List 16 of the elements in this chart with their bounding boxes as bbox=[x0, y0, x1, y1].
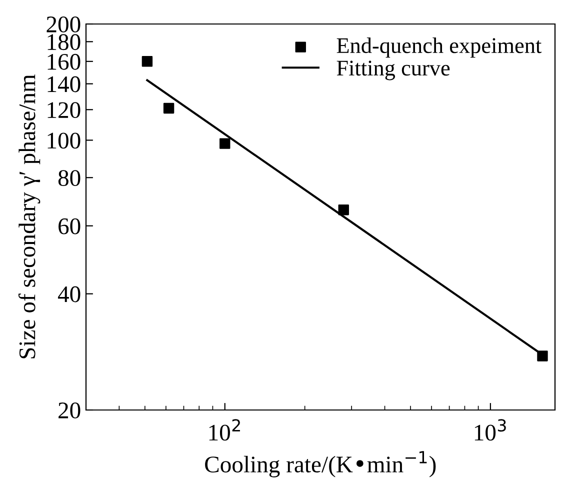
y-tick-label: 140 bbox=[48, 76, 80, 92]
y-tick-label: 80 bbox=[58, 170, 80, 186]
y-tick-label: 60 bbox=[58, 218, 80, 234]
legend-label: End-quench expeiment bbox=[336, 37, 542, 58]
legend-label: Fitting curve bbox=[336, 60, 450, 80]
y-tick-label: 100 bbox=[48, 132, 80, 149]
x-tick-label: 10$^{2}$ bbox=[209, 419, 240, 441]
y-axis-title: Size of secondary γ′ phase/nm bbox=[18, 74, 40, 358]
x-tick-label: 10$^{3}$ bbox=[474, 419, 506, 441]
y-tick-label: 180 bbox=[48, 34, 80, 50]
x-axis-title: Cooling rate/(K•min$^{−1}$) bbox=[205, 451, 436, 478]
y-tick-label: 20 bbox=[58, 402, 80, 418]
y-tick-label: 200 bbox=[46, 16, 80, 32]
y-tick-label: 40 bbox=[58, 286, 80, 302]
y-tick-label: 120 bbox=[48, 102, 80, 118]
y-tick-label: 160 bbox=[48, 54, 80, 70]
